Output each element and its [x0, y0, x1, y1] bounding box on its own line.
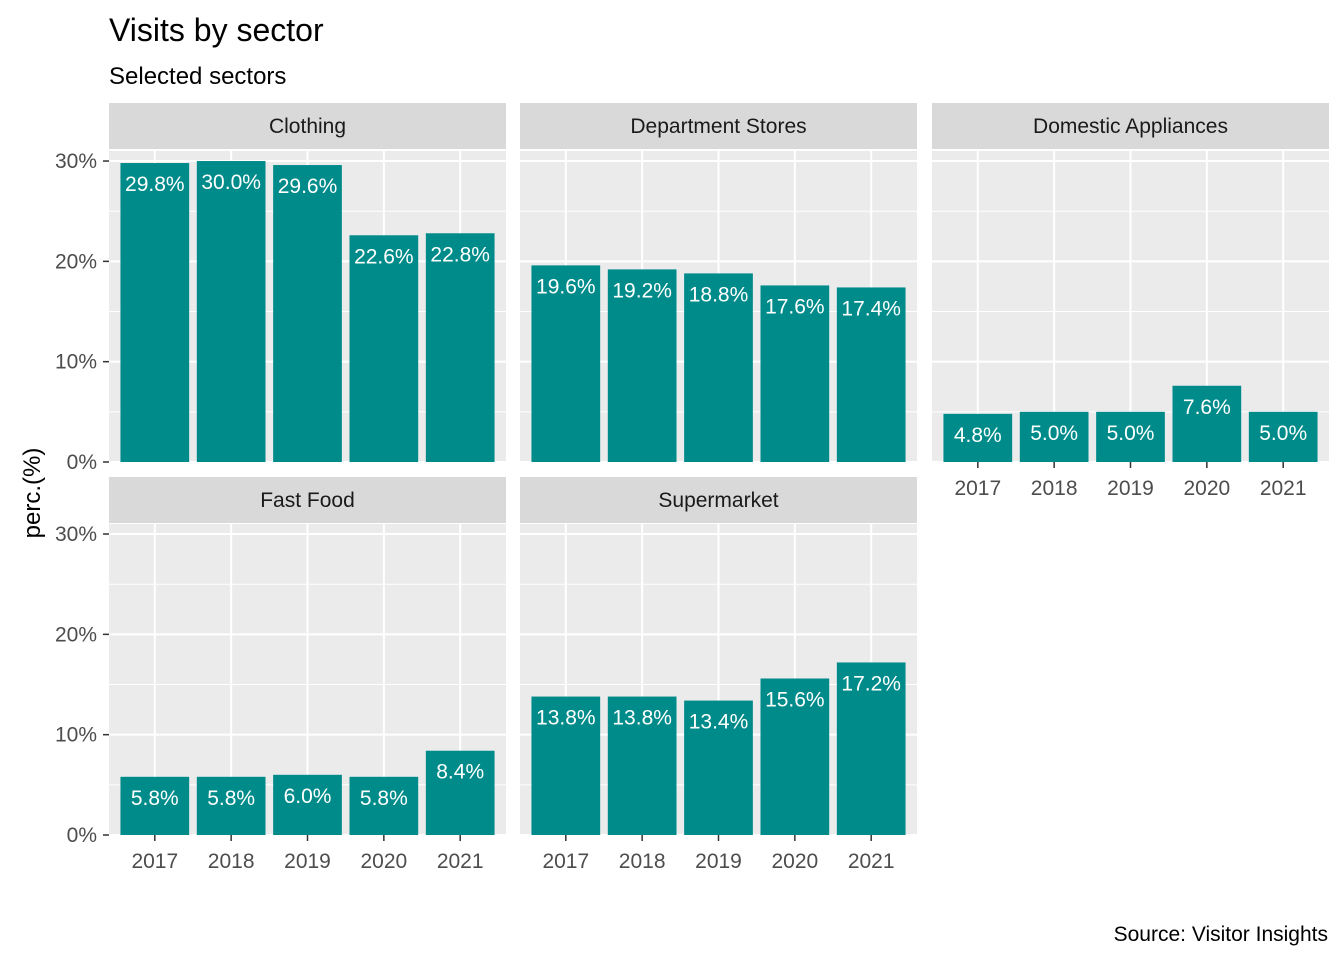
facets: Clothing 29.8% 30.0% 29.6% 22.6% 22.8% 0% 10% 20…	[55, 103, 1329, 873]
facet-title: Domestic Appliances	[1033, 115, 1228, 138]
bar-label: 5.8%	[207, 787, 255, 810]
bar-label: 13.4%	[689, 711, 749, 734]
facet-strip	[109, 477, 506, 523]
facet-panel-department-stores: Department Stores 19.6% 19.2% 18.8% 17.6% 17.…	[520, 103, 917, 463]
x-tick-label: 2020	[360, 850, 407, 873]
facet-panel-supermarket: Supermarket 13.8% 13.8% 13.4% 15.6% 17.2% 2017…	[520, 477, 917, 873]
bar-label: 22.8%	[430, 243, 490, 266]
bar-label: 4.8%	[954, 424, 1002, 447]
facet-panel-clothing: Clothing 29.8% 30.0% 29.6% 22.6% 22.8% 0% 10% 20…	[55, 103, 506, 474]
bar	[943, 413, 1013, 462]
x-tick-label: 2018	[1031, 477, 1078, 500]
y-tick-label: 10%	[55, 351, 97, 374]
bar-label: 17.4%	[841, 297, 901, 320]
y-tick-label: 30%	[55, 150, 97, 173]
bar-label: 17.2%	[841, 672, 901, 695]
y-tick-label: 20%	[55, 250, 97, 273]
x-tick-label: 2019	[1107, 477, 1154, 500]
facet-title: Department Stores	[630, 115, 806, 138]
bar	[273, 774, 342, 835]
bar	[349, 235, 419, 462]
bar	[196, 161, 266, 462]
y-tick-label: 0%	[67, 824, 97, 847]
bar	[760, 285, 830, 462]
x-tick-label: 2017	[542, 850, 589, 873]
y-tick-label: 0%	[67, 451, 97, 474]
bar	[1248, 411, 1318, 462]
x-tick-label: 2021	[437, 850, 484, 873]
facet-strip	[520, 103, 917, 149]
bar-label: 30.0%	[201, 171, 261, 194]
bar	[684, 273, 753, 462]
x-tick-label: 2021	[848, 850, 895, 873]
bar-label: 5.8%	[360, 787, 408, 810]
facet-panel-fast-food: Fast Food 5.8% 5.8% 6.0% 5.8% 8.4% 0% 10% 20% 30%…	[55, 477, 506, 873]
bar	[531, 265, 601, 462]
x-tick-label: 2018	[208, 850, 255, 873]
x-tick-label: 2019	[284, 850, 331, 873]
bar	[836, 662, 906, 835]
y-tick-label: 10%	[55, 724, 97, 747]
bar	[425, 750, 495, 835]
x-tick-label: 2021	[1260, 477, 1307, 500]
facet-title: Fast Food	[260, 489, 355, 512]
bar-label: 15.6%	[765, 688, 825, 711]
bar	[425, 233, 495, 462]
x-tick-label: 2017	[131, 850, 178, 873]
bar-label: 13.8%	[536, 707, 596, 730]
bar	[349, 776, 419, 835]
x-tick-label: 2018	[619, 850, 666, 873]
bar-label: 29.6%	[278, 175, 338, 198]
y-axis-label: perc.(%)	[19, 448, 46, 539]
chart-subtitle: Selected sectors	[109, 63, 286, 90]
bar-label: 5.0%	[1107, 422, 1155, 445]
bar-label: 5.0%	[1259, 422, 1307, 445]
facet-title: Supermarket	[658, 489, 778, 512]
bar	[120, 163, 190, 463]
chart-title: Visits by sector	[109, 12, 324, 48]
bar	[607, 696, 677, 835]
bar-label: 6.0%	[284, 785, 332, 808]
bar	[684, 700, 753, 835]
bar-label: 19.6%	[536, 275, 596, 298]
facet-strip	[520, 477, 917, 523]
bar-label: 5.0%	[1030, 422, 1078, 445]
bar	[607, 269, 677, 462]
x-tick-label: 2017	[954, 477, 1001, 500]
facet-panel-domestic-appliances: Domestic Appliances 4.8% 5.0% 5.0% 7.6% 5.0% 2…	[932, 103, 1329, 500]
chart-caption: Source: Visitor Insights	[1114, 923, 1328, 946]
x-tick-label: 2020	[771, 850, 818, 873]
bar	[531, 696, 601, 835]
bar-label: 5.8%	[131, 787, 179, 810]
bar	[760, 678, 830, 835]
bar	[1096, 411, 1165, 462]
facet-strip	[109, 103, 506, 149]
bar	[1172, 385, 1242, 462]
bar	[273, 165, 342, 462]
bar-label: 8.4%	[436, 761, 484, 784]
bar-label: 18.8%	[689, 283, 749, 306]
y-tick-label: 30%	[55, 523, 97, 546]
facet-strip	[932, 103, 1329, 149]
bar	[1019, 411, 1089, 462]
bar	[196, 776, 266, 835]
bar-label: 29.8%	[125, 173, 185, 196]
bar	[836, 287, 906, 462]
x-tick-label: 2020	[1183, 477, 1230, 500]
bar-label: 19.2%	[612, 279, 672, 302]
facet-title: Clothing	[269, 115, 346, 138]
y-tick-label: 20%	[55, 623, 97, 646]
bar-label: 22.6%	[354, 245, 414, 268]
bar-label: 13.8%	[612, 707, 672, 730]
bar-label: 7.6%	[1183, 396, 1231, 419]
bar	[120, 776, 190, 835]
bar-label: 17.6%	[765, 295, 825, 318]
x-tick-label: 2019	[695, 850, 742, 873]
